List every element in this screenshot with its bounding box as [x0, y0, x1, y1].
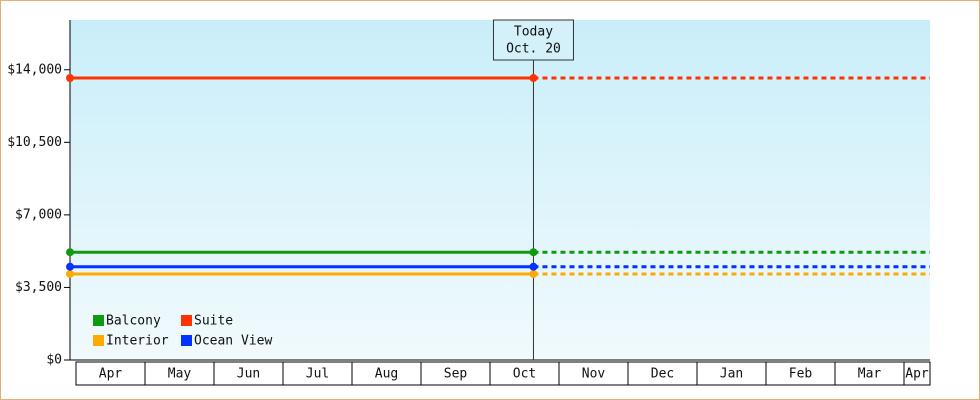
- x-tick-label: Apr: [99, 367, 123, 382]
- series-point: [66, 248, 74, 257]
- plot-area: [70, 20, 930, 360]
- month-cell: [903, 361, 931, 386]
- x-tick-label: Feb: [789, 367, 813, 382]
- legend-swatch: [93, 315, 104, 326]
- x-tick-label: Aug: [375, 367, 398, 382]
- x-tick-label: Apr: [905, 367, 929, 382]
- today-date: Oct. 20: [506, 42, 561, 57]
- legend-label: Ocean View: [194, 334, 272, 349]
- y-tick-label: $10,500: [7, 135, 62, 150]
- y-tick-label: $3,500: [15, 280, 62, 295]
- x-tick-label: Mar: [858, 367, 882, 382]
- series-point: [529, 262, 538, 271]
- x-tick-label: May: [168, 367, 192, 382]
- y-tick-label: $14,000: [7, 62, 62, 77]
- x-tick-label: Jun: [237, 367, 260, 382]
- x-tick-label: Jul: [306, 367, 329, 382]
- legend-swatch: [181, 335, 192, 346]
- series-point: [529, 269, 538, 278]
- today-box: [492, 19, 574, 61]
- x-tick-label: Nov: [582, 367, 606, 382]
- y-tick-label: $7,000: [15, 207, 62, 222]
- x-tick-label: Oct: [513, 367, 536, 382]
- today-title: Today: [514, 25, 553, 40]
- series-point: [529, 248, 538, 257]
- legend-label: Suite: [194, 314, 233, 329]
- x-tick-label: Dec: [651, 367, 674, 382]
- x-tick-label: Sep: [444, 367, 468, 382]
- legend-swatch: [181, 315, 192, 326]
- legend-swatch: [93, 335, 104, 346]
- legend-label: Interior: [106, 334, 169, 349]
- series-point: [66, 262, 74, 271]
- series-point: [529, 74, 538, 83]
- x-tick-label: Jan: [720, 367, 743, 382]
- legend-label: Balcony: [106, 314, 161, 329]
- series-point: [66, 269, 74, 278]
- series-point: [66, 74, 74, 83]
- y-tick-label: $0: [46, 353, 62, 368]
